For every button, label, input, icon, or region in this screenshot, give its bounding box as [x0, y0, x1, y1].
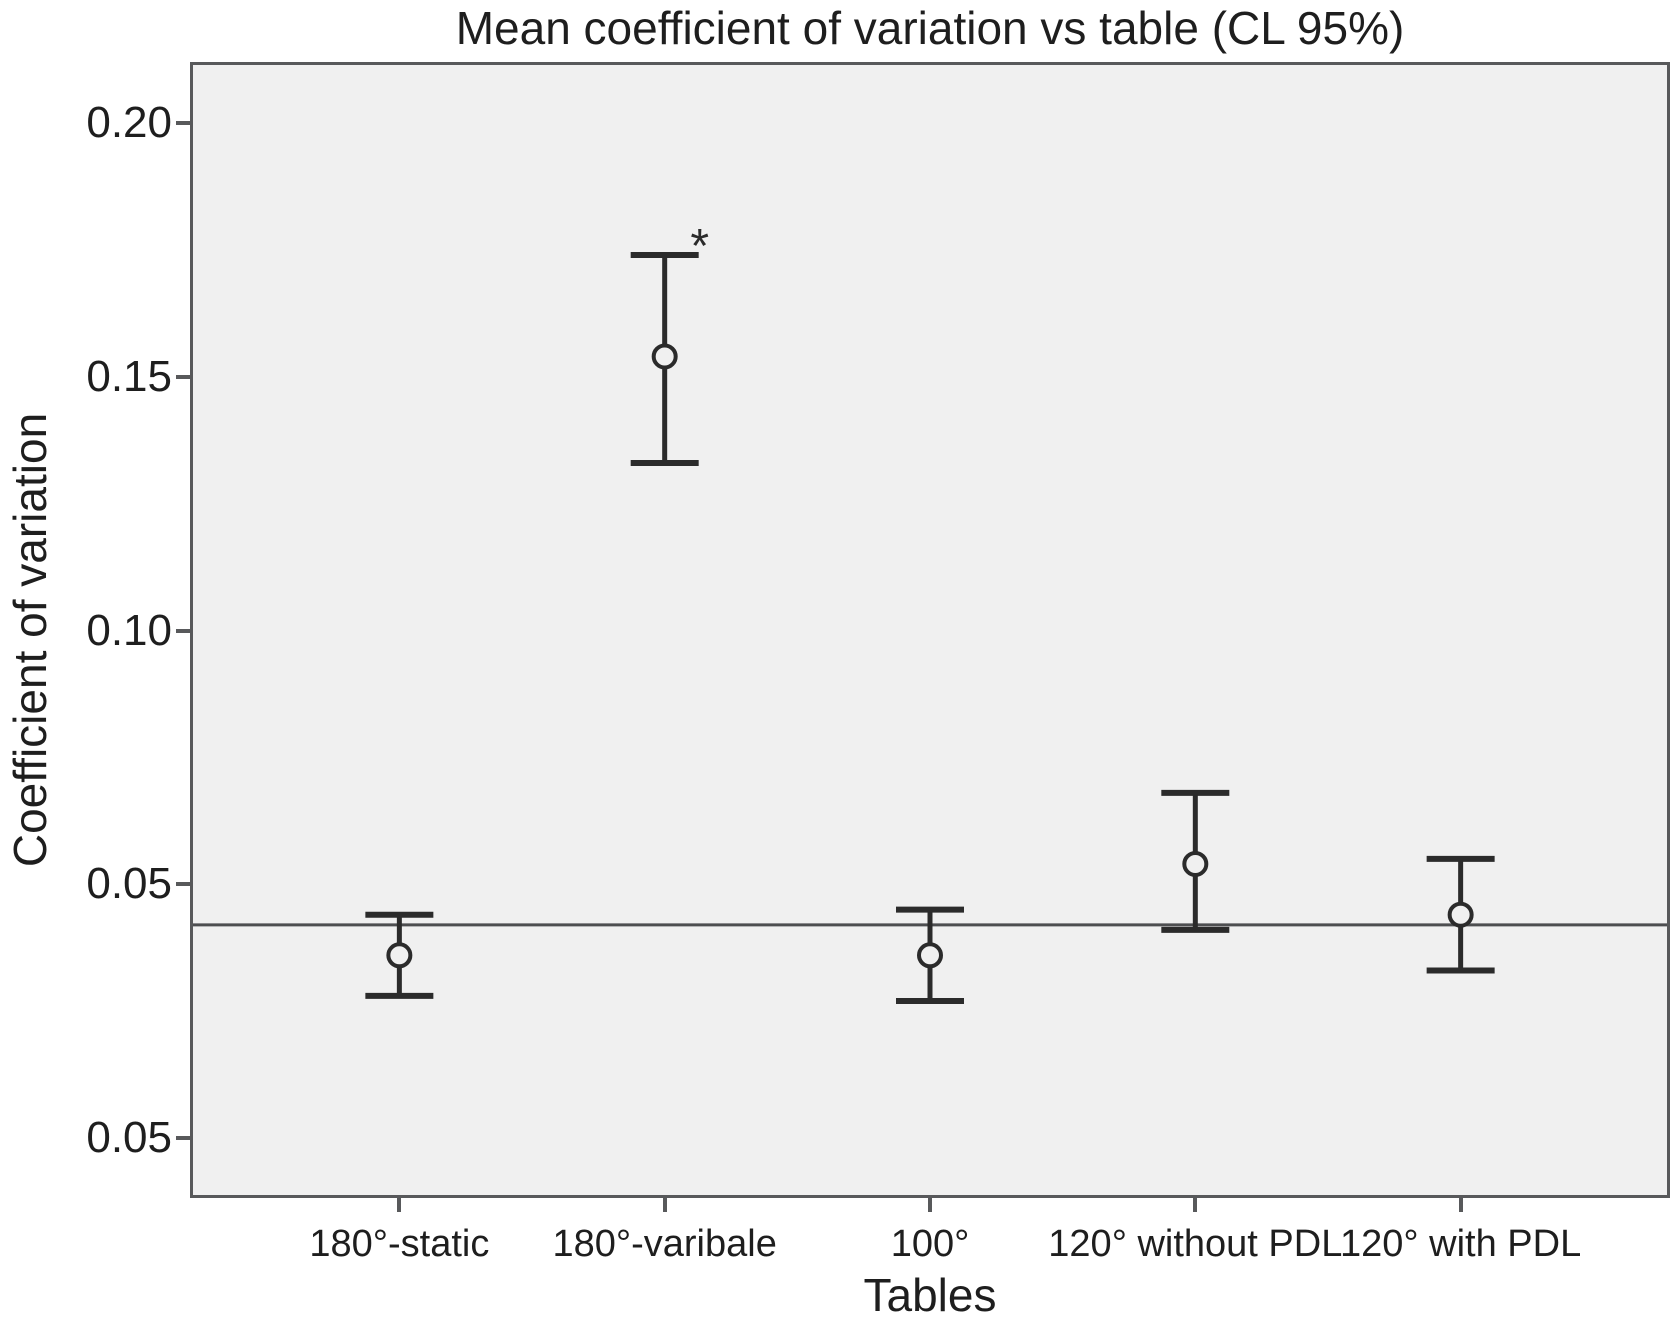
chart-title: Mean coefficient of variation vs table (…	[455, 2, 1405, 54]
x-tick-mark	[1193, 1195, 1198, 1212]
y-tick-label: 0.05	[86, 1113, 172, 1162]
x-tick-label: 120° with PDL	[1340, 1223, 1582, 1265]
errorbar-plot-canvas: *	[193, 220, 1667, 1004]
mean-marker	[1447, 901, 1474, 928]
y-tick-label: 0.05	[86, 859, 172, 909]
mean-marker	[917, 942, 943, 969]
significance-asterisk: *	[690, 220, 709, 273]
y-tick-mark	[176, 882, 193, 887]
x-tick-label: 180°-static	[309, 1223, 490, 1265]
x-tick-mark	[928, 1195, 932, 1212]
y-tick-label: 0.15	[86, 351, 172, 401]
mean-marker	[651, 343, 678, 370]
y-tick-mark	[176, 374, 193, 379]
y-tick-label: 0.20	[86, 98, 172, 147]
x-tick-label: 120° without PDL	[1048, 1223, 1343, 1265]
mean-marker	[1182, 850, 1209, 877]
plot-area: *	[190, 62, 1670, 1198]
y-tick-label: 0.10	[86, 605, 172, 655]
y-tick-mark	[176, 628, 193, 633]
x-tick-mark	[1458, 1195, 1463, 1212]
x-tick-label: 100°	[890, 1223, 970, 1265]
mean-marker	[386, 942, 413, 969]
y-tick-mark	[176, 121, 193, 125]
x-axis-title: Tables	[863, 1269, 997, 1321]
y-tick-mark	[176, 1136, 193, 1140]
x-tick-mark	[662, 1195, 667, 1212]
x-tick-mark	[397, 1195, 402, 1212]
x-tick-label: 180°-varibale	[552, 1223, 777, 1265]
